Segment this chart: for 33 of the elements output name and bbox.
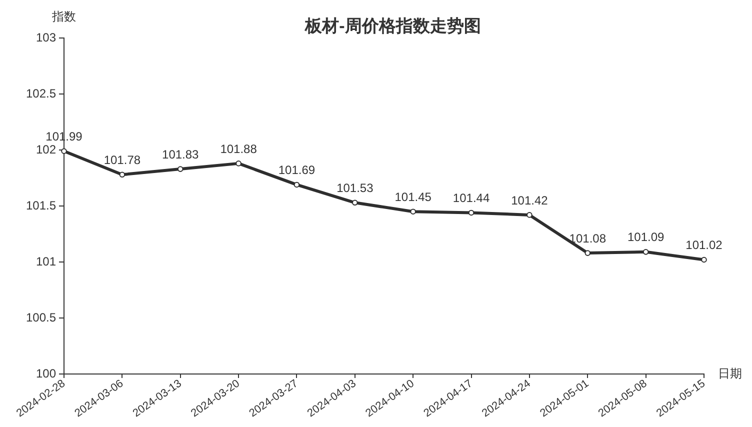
- point: [584, 250, 591, 256]
- y-tick-label: 103: [36, 30, 56, 44]
- chart-title: 板材-周价格指数走势图: [304, 16, 481, 36]
- point: [642, 249, 649, 255]
- point: [701, 256, 707, 263]
- y-tick-label: 102: [36, 142, 56, 156]
- point: [468, 210, 474, 216]
- data-label: 101.78: [104, 152, 141, 167]
- data-label: 101.69: [278, 163, 316, 178]
- x-axis-title: 日期: [718, 366, 742, 380]
- data-label: 101.42: [511, 193, 548, 208]
- y-tick-label: 100.5: [26, 310, 56, 324]
- y-tick-label: 100: [36, 366, 56, 380]
- point: [352, 200, 358, 206]
- point: [119, 172, 126, 178]
- point: [61, 148, 67, 154]
- data-label: 101.88: [220, 142, 258, 156]
- data-label: 101.53: [336, 180, 374, 195]
- point: [177, 166, 184, 172]
- y-tick-label: 101.5: [26, 198, 56, 212]
- data-label: 101.45: [394, 190, 432, 204]
- y-tick-label: 101: [36, 254, 56, 268]
- point: [294, 182, 300, 188]
- data-label: 101.08: [569, 231, 606, 246]
- data-label: 101.83: [162, 147, 200, 162]
- point: [526, 212, 532, 218]
- point: [236, 160, 242, 166]
- y-tick-label: 102.5: [26, 86, 56, 100]
- point: [410, 208, 416, 214]
- data-label: 101.44: [452, 191, 490, 206]
- data-label: 101.02: [686, 238, 723, 252]
- y-axis-title: 指数: [51, 9, 76, 24]
- data-label: 101.09: [627, 230, 664, 244]
